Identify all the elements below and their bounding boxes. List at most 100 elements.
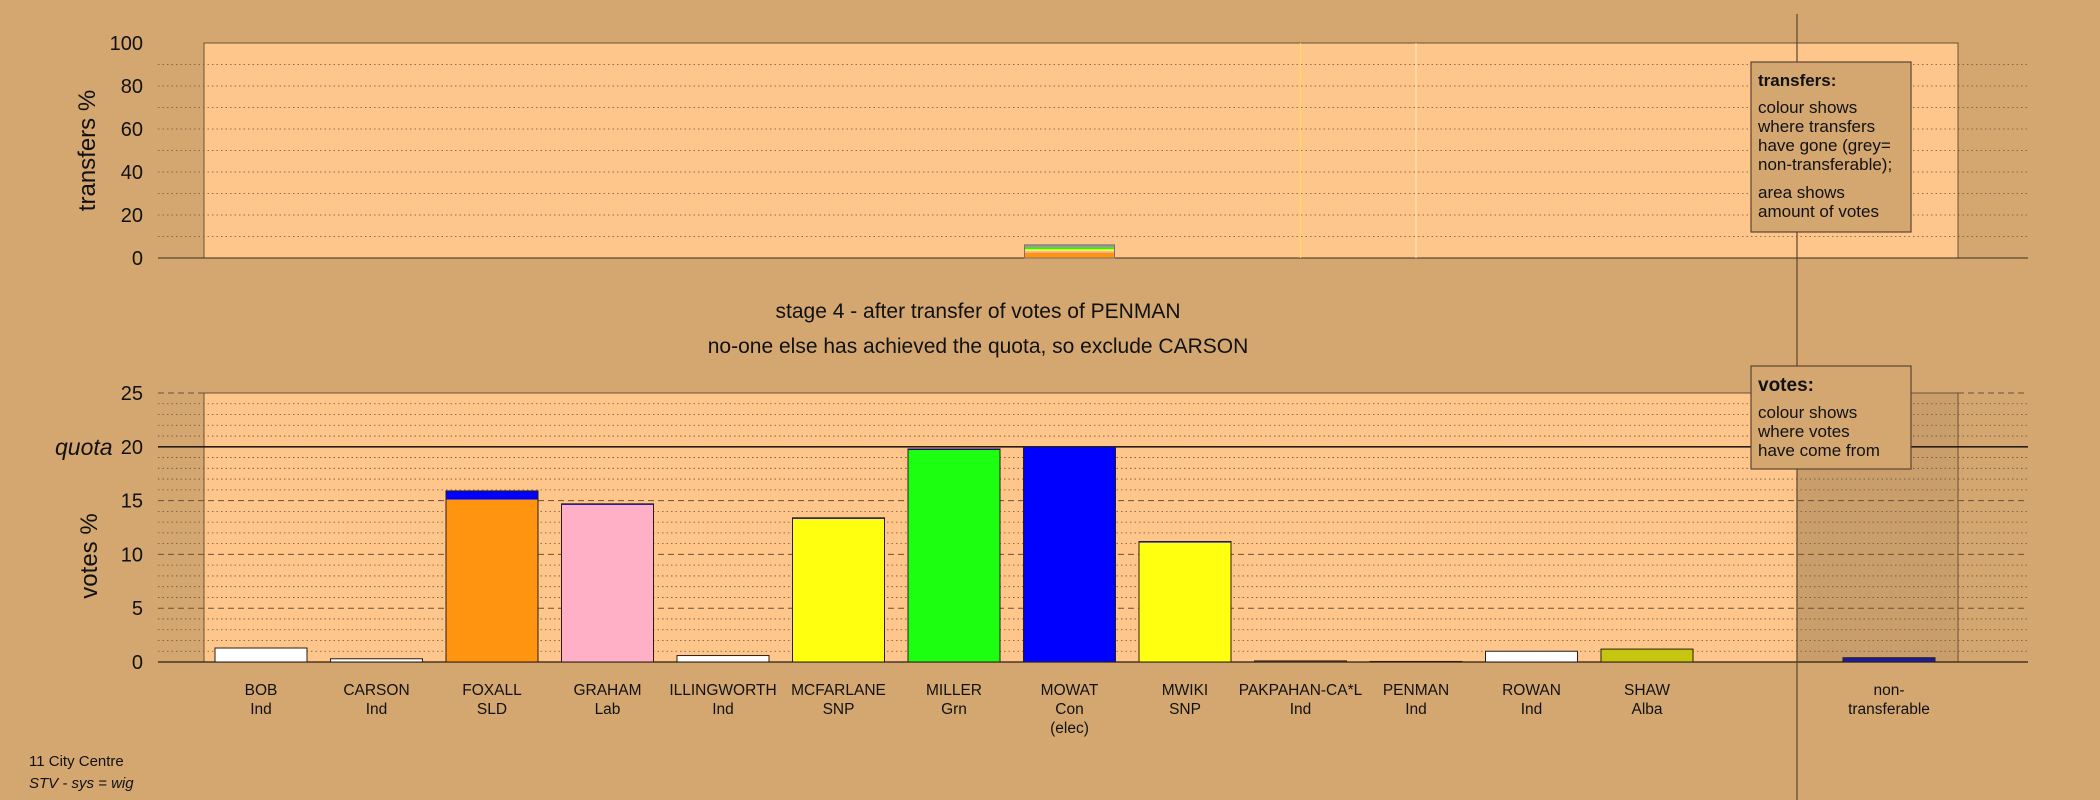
non-transferable-bar <box>1842 657 1936 663</box>
candidate-name: MWIKI <box>1162 682 1209 699</box>
vote-bar <box>908 450 1000 662</box>
transfers-bars <box>1024 43 1417 259</box>
vote-bar <box>330 658 423 662</box>
transfers-legend: transfers: colour shows where transfers … <box>1750 61 1912 233</box>
transfer-segment <box>1024 252 1115 258</box>
transfers-legend-title: transfers: <box>1758 71 1836 90</box>
ward-name: 11 City Centre <box>29 753 124 770</box>
votes-legend-box <box>1750 365 1912 470</box>
votes-y-tick-label: 10 <box>121 544 143 566</box>
candidate-party: Ind <box>1405 701 1427 718</box>
vote-bar-outline <box>1600 648 1694 663</box>
non-transferable-label: non- <box>1873 682 1904 699</box>
votes-y-axis-label: votes % <box>76 513 103 598</box>
candidate-name: BOB <box>245 682 278 699</box>
vote-bar <box>1601 649 1693 662</box>
candidate-name: MCFARLANE <box>791 682 886 699</box>
vote-bar-outline <box>676 655 770 663</box>
votes-y-tick-label: 0 <box>132 652 143 674</box>
votes-y-tick-label: 25 <box>121 383 143 405</box>
votes-y-tick-label: 20 <box>121 437 143 459</box>
vote-bar <box>792 518 885 662</box>
transfers-y-tick-label: 20 <box>121 205 143 227</box>
votes-y-tick-label: 15 <box>121 491 143 513</box>
vote-bar-outline <box>330 658 423 663</box>
vote-bar-outline <box>214 647 308 663</box>
transfers-y-ticks: 0 20 40 60 80 100 <box>110 33 2028 270</box>
transfers-legend-line: area shows <box>1758 183 1845 202</box>
candidate-status: (elec) <box>1050 720 1089 737</box>
transfers-y-tick-label: 60 <box>121 119 143 141</box>
vote-bar <box>215 648 307 662</box>
transfers-y-axis-label: transfers % <box>74 90 101 211</box>
vote-bar <box>561 504 654 662</box>
vote-bar-outline <box>1138 540 1232 663</box>
transfers-legend-line: amount of votes <box>1758 202 1879 221</box>
non-transferable-label: transferable <box>1848 701 1930 718</box>
candidate-name: FOXALL <box>462 682 522 699</box>
votes-y-tick-label: 5 <box>132 598 143 620</box>
transfer-segment <box>1024 247 1115 250</box>
quota-label: quota <box>55 434 113 460</box>
votes-legend-line: where votes <box>1757 422 1850 441</box>
vote-bar <box>1254 660 1347 662</box>
candidate-party: SNP <box>823 701 855 718</box>
candidate-party: Con <box>1055 701 1083 718</box>
vote-bar-outline <box>561 503 654 663</box>
transfer-segment <box>1024 249 1115 251</box>
candidate-party: SNP <box>1169 701 1201 718</box>
candidate-name: CARSON <box>343 682 409 699</box>
candidate-party: Ind <box>712 701 734 718</box>
transfers-y-tick-label: 40 <box>121 162 143 184</box>
vote-bar-transfer <box>1139 541 1231 543</box>
transfers-legend-line: non-transferable); <box>1758 155 1892 174</box>
vote-bar-outline <box>1485 650 1578 663</box>
candidate-name: SHAW <box>1624 682 1670 699</box>
vote-bar-outline <box>445 490 539 663</box>
votes-legend-title: votes: <box>1758 375 1814 396</box>
candidate-party: Alba <box>1631 701 1662 718</box>
transfer-segment <box>1024 250 1115 253</box>
vote-bar-transfer <box>561 503 654 505</box>
vote-bar-transfer <box>908 448 1000 451</box>
votes-legend-line: colour shows <box>1758 403 1857 422</box>
vote-bar <box>1485 651 1578 662</box>
transfers-y-tick-label: 100 <box>110 33 143 55</box>
vote-bar <box>446 499 538 662</box>
votes-bars <box>214 446 1936 663</box>
vote-bar-outline <box>907 448 1001 663</box>
vote-bar <box>677 655 769 662</box>
stage-action: no-one else has achieved the quota, so e… <box>708 335 1249 358</box>
candidate-party: Lab <box>595 701 621 718</box>
stv-system: STV - sys = wig <box>29 775 134 792</box>
transfer-bar-outline <box>1024 244 1115 259</box>
candidate-party: Ind <box>1521 701 1543 718</box>
transfers-gridlines <box>158 64 2028 237</box>
candidate-name: MOWAT <box>1041 682 1099 699</box>
votes-x-labels: BOB Ind CARSON Ind FOXALL SLD GRAHAM Lab ILLINGW… <box>245 682 1930 737</box>
votes-legend: votes: colour shows where votes have com… <box>1750 365 1912 470</box>
stage-heading: stage 4 - after transfer of votes of PEN… <box>776 300 1181 323</box>
vote-bar-outline <box>1023 446 1116 663</box>
vote-bar-outline <box>1369 660 1463 663</box>
candidate-party: Ind <box>1290 701 1312 718</box>
candidate-party: Grn <box>941 701 967 718</box>
votes-legend-line: have come from <box>1758 441 1880 460</box>
candidate-party: Ind <box>250 701 272 718</box>
vote-bar-outline <box>1254 660 1347 663</box>
vote-bar-outline <box>792 517 885 663</box>
candidate-name: ILLINGWORTH <box>669 682 776 699</box>
candidate-name: MILLER <box>926 682 982 699</box>
transfers-legend-line: have gone (grey= <box>1758 136 1891 155</box>
candidate-name: PENMAN <box>1383 682 1449 699</box>
vote-bar-transfer <box>792 517 885 519</box>
transfers-legend-box <box>1750 61 1912 233</box>
vote-bar-transfer <box>446 490 538 500</box>
transfer-segment <box>1024 244 1115 248</box>
candidate-party: Ind <box>366 701 388 718</box>
candidate-name: PAKPAHAN-CA*L <box>1239 682 1363 699</box>
candidate-name: ROWAN <box>1502 682 1561 699</box>
transfers-y-tick-label: 80 <box>121 76 143 98</box>
votes-chart: 0 5 10 15 20 25 BOB Ind CARSON Ind FOXALL SLD GRAHA… <box>55 383 2028 737</box>
transfers-chart: 0 20 40 60 80 100 transfers % <box>74 33 2028 270</box>
